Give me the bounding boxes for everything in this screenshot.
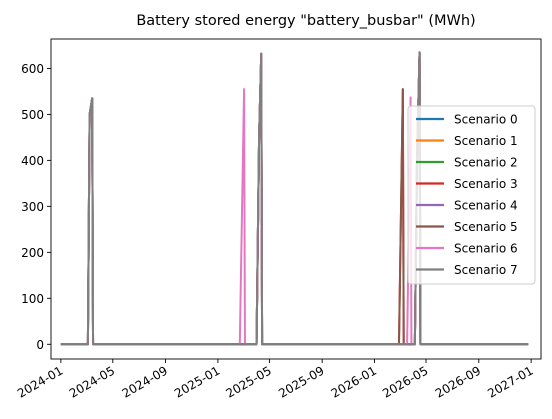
y-tick-label-2: 200 [21,246,44,260]
chart-title: Battery stored energy "battery_busbar" (… [136,13,475,29]
x-tick-label-8: 2026-09 [433,363,483,400]
axes-frame [50,38,542,360]
legend-label-5: Scenario 5 [454,220,518,234]
y-tick-label-0: 0 [36,338,44,352]
y-tick-label-3: 300 [21,200,44,214]
x-tick-label-0: 2024-01 [15,363,65,400]
legend-label-6: Scenario 6 [454,242,518,256]
x-tick-label-2: 2024-09 [120,363,170,400]
y-tick-label-4: 400 [21,154,44,168]
legend-label-3: Scenario 3 [454,177,518,191]
legend-label-7: Scenario 7 [454,263,518,277]
plot-lines [60,51,529,346]
x-tick-label-9: 2027-01 [485,363,535,400]
x-tick-label-4: 2025-05 [223,363,273,400]
x-tick-label-1: 2024-05 [67,363,117,400]
x-tick-label-6: 2026-01 [329,363,379,400]
legend: Scenario 0 Scenario 1 Scenario 2 Scenario 3… [407,105,536,285]
legend-label-0: Scenario 0 [454,113,518,127]
legend-label-1: Scenario 1 [454,134,518,148]
legend-label-4: Scenario 4 [454,199,518,213]
series-line-7 [60,51,529,346]
x-tick-label-7: 2026-05 [380,363,430,400]
x-tick-label-3: 2025-01 [172,363,222,400]
y-tick-label-5: 500 [21,108,44,122]
legend-box [407,105,536,285]
legend-label-2: Scenario 2 [454,156,518,170]
y-tick-label-1: 100 [21,292,44,306]
y-tick-label-6: 600 [21,62,44,76]
x-tick-label-5: 2025-09 [276,363,326,400]
x-axis: 2024-01 2024-05 2024-09 2025-01 2025-05 2025-… [15,359,536,401]
y-axis: 0 100 200 300 400 500 600 [21,62,51,352]
